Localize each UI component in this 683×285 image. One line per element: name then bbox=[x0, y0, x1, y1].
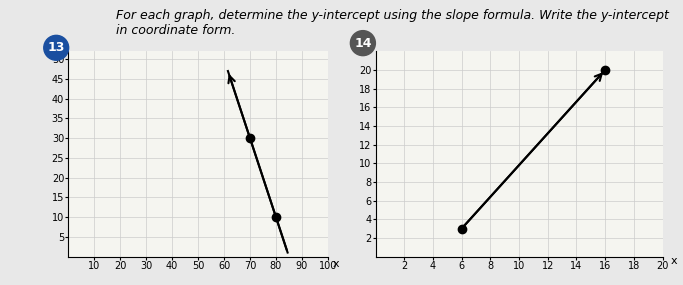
Text: x: x bbox=[333, 259, 339, 269]
Text: x: x bbox=[671, 256, 678, 266]
Text: For each graph, determine the y-intercept using the slope formula. Write the y-i: For each graph, determine the y-intercep… bbox=[116, 9, 669, 36]
Text: y: y bbox=[55, 42, 61, 52]
Text: 14: 14 bbox=[354, 37, 372, 50]
Text: 13: 13 bbox=[48, 41, 65, 54]
Text: y: y bbox=[362, 42, 369, 52]
